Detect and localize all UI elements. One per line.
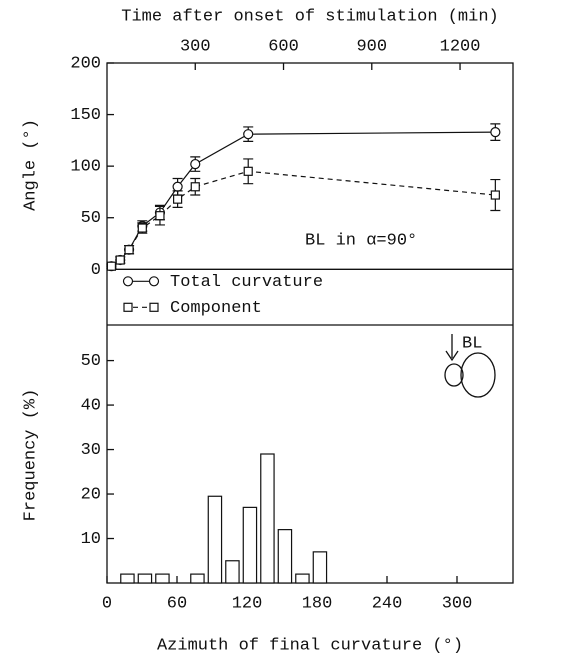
marker <box>490 127 501 138</box>
shape <box>460 352 496 398</box>
marker <box>172 181 183 192</box>
plot-frame <box>106 62 514 584</box>
bar <box>295 573 310 584</box>
x-tick-label: 240 <box>372 594 403 613</box>
y-tick-label: 100 <box>70 158 101 177</box>
x-tick-label: 300 <box>180 37 211 56</box>
y-axis-title: Frequency (%) <box>21 389 40 522</box>
bar <box>225 560 240 584</box>
x-tick-label: 0 <box>102 594 112 613</box>
y-tick-label: 50 <box>81 209 101 228</box>
x-tick-label: 60 <box>167 594 187 613</box>
series-line <box>111 170 496 267</box>
marker <box>115 255 125 265</box>
x-tick-label: 180 <box>302 594 333 613</box>
y-tick-label: 150 <box>70 106 101 125</box>
legend-label: Component <box>170 299 262 318</box>
marker <box>137 223 147 233</box>
bar <box>207 495 223 584</box>
marker <box>155 211 165 221</box>
bar <box>242 506 258 584</box>
bar <box>155 573 170 584</box>
y-tick-label: 10 <box>81 530 101 549</box>
legend-label: Total curvature <box>170 273 323 292</box>
x-tick-label: 1200 <box>440 37 481 56</box>
x-tick-label: 120 <box>232 594 263 613</box>
y-tick-label: 0 <box>91 261 101 280</box>
legend-marker <box>149 302 159 312</box>
marker <box>190 182 200 192</box>
arrow-head <box>445 350 459 362</box>
bar <box>120 573 135 584</box>
bar <box>190 573 205 584</box>
y-tick-label: 20 <box>81 486 101 505</box>
x-tick-label: 300 <box>442 594 473 613</box>
marker <box>243 129 254 140</box>
legend-marker <box>148 276 160 287</box>
x-tick-label: 900 <box>356 37 387 56</box>
y-tick-label: 40 <box>81 397 101 416</box>
annotation: BL in α=90° <box>305 231 417 250</box>
shape <box>444 363 464 387</box>
y-tick-label: 200 <box>70 54 101 73</box>
bar <box>312 551 328 584</box>
x-axis-title: Azimuth of final curvature (°) <box>157 636 463 655</box>
y-tick-label: 30 <box>81 441 101 460</box>
marker <box>490 190 500 200</box>
y-tick-label: 50 <box>81 352 101 371</box>
marker <box>106 261 117 271</box>
series-line <box>111 131 496 267</box>
legend-marker <box>123 302 133 312</box>
bar <box>277 529 293 584</box>
marker <box>173 194 183 204</box>
marker <box>243 166 253 176</box>
y-axis-title: Angle (°) <box>21 119 40 211</box>
marker <box>124 245 134 255</box>
x-tick-label: 600 <box>268 37 299 56</box>
marker <box>190 158 201 170</box>
bar <box>260 453 275 584</box>
bar <box>137 573 153 584</box>
annotation: BL <box>462 334 482 353</box>
top-axis-title: Time after onset of stimulation (min) <box>121 7 498 26</box>
bl-diagram <box>444 334 496 398</box>
legend-marker <box>122 276 134 287</box>
